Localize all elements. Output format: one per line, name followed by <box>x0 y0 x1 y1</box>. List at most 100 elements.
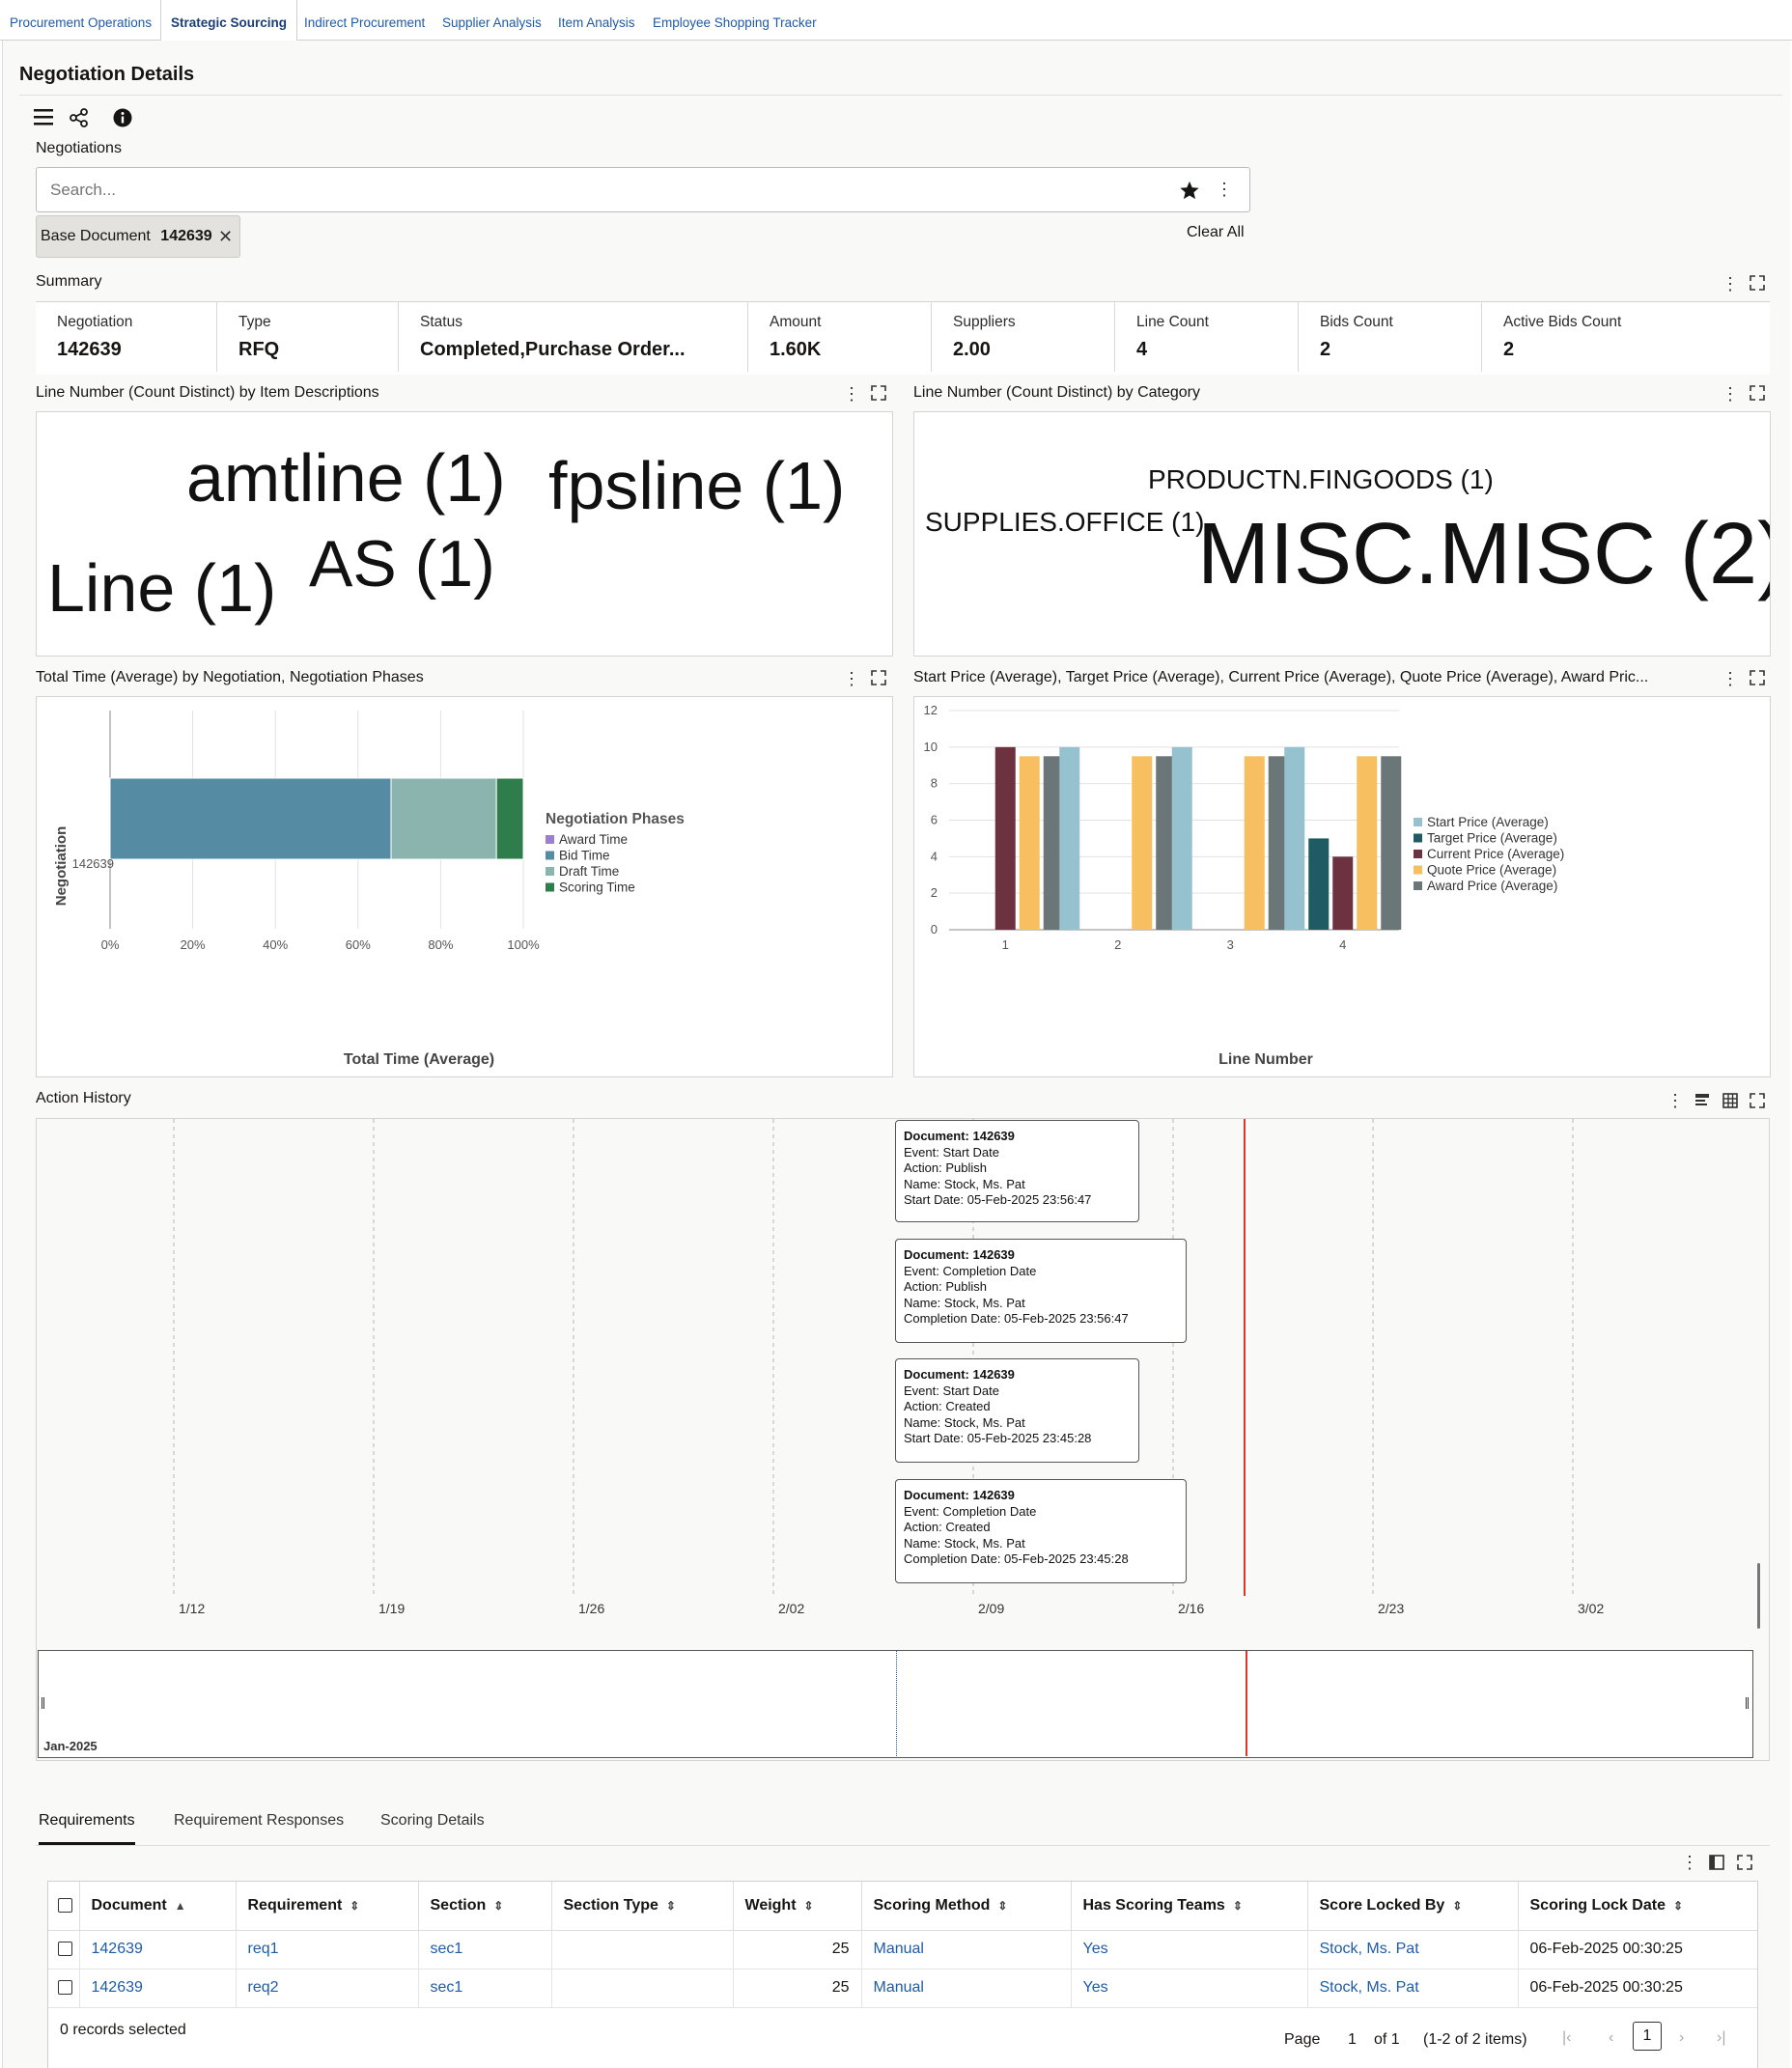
pager-page-number[interactable]: 1 <box>1348 2030 1357 2048</box>
column-header-scoring-lock-date[interactable]: Scoring Lock Date ⇕ <box>1518 1882 1757 1931</box>
bar-current-price-average-line-4[interactable] <box>1332 856 1354 930</box>
timeline-event-4[interactable]: Document: 142639 Event: Completion Date … <box>895 1479 1187 1583</box>
last-page-icon[interactable]: ›| <box>1717 2028 1726 2046</box>
chip-close-icon[interactable]: ✕ <box>218 227 234 246</box>
row-checkbox[interactable] <box>58 1942 72 1957</box>
has-scoring-teams-link[interactable]: Yes <box>1071 1930 1308 1970</box>
summary-expand-icon[interactable] <box>1749 274 1768 293</box>
sort-icon[interactable]: ⇕ <box>665 1898 676 1913</box>
wordcloud-category-expand-icon[interactable] <box>1749 384 1768 404</box>
bar-quote-price-average-line-4[interactable] <box>1357 756 1378 930</box>
requirement-link[interactable]: req1 <box>236 1930 419 1970</box>
table-row[interactable]: 142639 req2 sec1 25 Manual Yes Stock, Ms… <box>48 1969 1757 2008</box>
legend-label-scoring-time[interactable]: Scoring Time <box>559 880 635 895</box>
bar-start-price-average-line-4[interactable] <box>1284 746 1305 930</box>
first-page-icon[interactable]: |‹ <box>1562 2028 1572 2046</box>
document-link[interactable]: 142639 <box>79 1969 237 2008</box>
column-header-has-scoring-teams[interactable]: Has Scoring Teams ⇕ <box>1071 1882 1308 1931</box>
legend-label-bid-time[interactable]: Bid Time <box>559 849 610 863</box>
word-line[interactable]: Line (1) <box>47 550 277 626</box>
sort-icon[interactable]: ⇕ <box>1452 1898 1463 1913</box>
column-header-section-type[interactable]: Section Type ⇕ <box>551 1882 734 1931</box>
layout-icon[interactable] <box>1694 1092 1711 1109</box>
column-header-section[interactable]: Section ⇕ <box>418 1882 552 1931</box>
current-page-button[interactable]: 1 <box>1633 2021 1662 2051</box>
legend-label-award-time[interactable]: Award Time <box>559 832 628 847</box>
summary-more-icon[interactable]: ⋮ <box>1722 274 1739 293</box>
sort-asc-icon[interactable]: ▲ <box>174 1898 186 1913</box>
legend-label-target-price-average[interactable]: Target Price (Average) <box>1427 831 1557 846</box>
sort-icon[interactable]: ⇕ <box>1232 1898 1243 1913</box>
price-chart-expand-icon[interactable] <box>1749 669 1768 688</box>
overview-right-handle[interactable] <box>1746 1697 1749 1709</box>
menu-icon[interactable] <box>33 107 54 126</box>
tab-item-analysis[interactable]: Item Analysis <box>558 15 635 30</box>
share-icon[interactable] <box>70 108 89 127</box>
row-checkbox[interactable] <box>58 1980 72 1996</box>
bar-start-price-average-line-2[interactable] <box>1059 746 1080 930</box>
sort-icon[interactable]: ⇕ <box>1672 1898 1684 1913</box>
row-select-cell[interactable] <box>48 1930 80 1970</box>
bar-target-price-average-line-4[interactable] <box>1308 838 1330 930</box>
clear-all-button[interactable]: Clear All <box>1187 224 1245 240</box>
search-input[interactable] <box>50 178 1141 203</box>
word-supplies-office[interactable]: SUPPLIES.OFFICE (1) <box>925 507 1205 537</box>
wordcloud-items-expand-icon[interactable] <box>870 384 889 404</box>
table-view-icon[interactable] <box>1722 1092 1739 1109</box>
column-header-document[interactable]: Document ▲ <box>79 1882 237 1931</box>
bar-draft-time[interactable] <box>390 777 497 860</box>
total-time-more-icon[interactable]: ⋮ <box>843 669 860 688</box>
tab-supplier-analysis[interactable]: Supplier Analysis <box>442 15 542 30</box>
bar-start-price-average-line-3[interactable] <box>1171 746 1192 930</box>
score-locked-by-link[interactable]: Stock, Ms. Pat <box>1307 1969 1519 2008</box>
bar-award-price-average-line-4[interactable] <box>1381 756 1402 930</box>
legend-label-current-price-average[interactable]: Current Price (Average) <box>1427 847 1564 861</box>
timeline-event-1[interactable]: Document: 142639 Event: Start Date Actio… <box>895 1120 1139 1222</box>
sort-icon[interactable]: ⇕ <box>350 1898 360 1913</box>
section-link[interactable]: sec1 <box>418 1969 552 2008</box>
bar-bid-time[interactable] <box>109 777 392 860</box>
info-icon[interactable] <box>113 108 132 127</box>
table-row[interactable]: 142639 req1 sec1 25 Manual Yes Stock, Ms… <box>48 1930 1757 1970</box>
column-header-weight[interactable]: Weight ⇕ <box>733 1882 862 1931</box>
document-link[interactable]: 142639 <box>79 1930 237 1970</box>
table-expand-icon[interactable] <box>1736 1854 1755 1873</box>
legend-label-start-price-average[interactable]: Start Price (Average) <box>1427 815 1549 829</box>
filter-chip[interactable]: Base Document 142639 ✕ <box>36 215 240 258</box>
column-header-scoring-method[interactable]: Scoring Method ⇕ <box>861 1882 1072 1931</box>
prev-page-icon[interactable]: ‹ <box>1609 2028 1614 2046</box>
scoring-method-link[interactable]: Manual <box>861 1969 1072 2008</box>
word-fpsline[interactable]: fpsline (1) <box>548 448 846 523</box>
action-history-more-icon[interactable]: ⋮ <box>1666 1091 1684 1110</box>
column-header-score-locked-by[interactable]: Score Locked By ⇕ <box>1307 1882 1519 1931</box>
bar-quote-price-average-line-1[interactable] <box>1019 756 1040 930</box>
scoring-method-link[interactable]: Manual <box>861 1930 1072 1970</box>
timeline-overview[interactable]: Jan-2025 <box>38 1650 1753 1758</box>
row-select-cell[interactable] <box>48 1969 80 2008</box>
legend-label-award-price-average[interactable]: Award Price (Average) <box>1427 879 1557 893</box>
word-as[interactable]: AS (1) <box>309 527 495 601</box>
total-time-expand-icon[interactable] <box>870 669 889 688</box>
column-header-requirement[interactable]: Requirement ⇕ <box>236 1882 419 1931</box>
sort-icon[interactable]: ⇕ <box>997 1898 1008 1913</box>
next-page-icon[interactable]: › <box>1679 2028 1685 2046</box>
legend-label-quote-price-average[interactable]: Quote Price (Average) <box>1427 863 1556 878</box>
tab-procurement-operations[interactable]: Procurement Operations <box>10 15 153 30</box>
price-chart-more-icon[interactable]: ⋮ <box>1722 669 1739 688</box>
timeline-event-3[interactable]: Document: 142639 Event: Start Date Actio… <box>895 1358 1139 1463</box>
wordcloud-items-more-icon[interactable]: ⋮ <box>843 384 860 404</box>
tab-requirements[interactable]: Requirements <box>39 1812 135 1845</box>
sort-icon[interactable]: ⇕ <box>493 1898 504 1913</box>
table-more-icon[interactable]: ⋮ <box>1681 1853 1698 1872</box>
select-all-header[interactable] <box>48 1882 80 1931</box>
column-toggle-icon[interactable] <box>1708 1854 1725 1871</box>
tab-requirement-responses[interactable]: Requirement Responses <box>174 1812 345 1829</box>
search-bar[interactable]: ⋮ <box>36 167 1250 212</box>
legend-label-draft-time[interactable]: Draft Time <box>559 864 619 879</box>
word-amtline[interactable]: amtline (1) <box>186 440 506 516</box>
bar-current-price-average-line-1[interactable] <box>994 746 1016 930</box>
timeline-event-2[interactable]: Document: 142639 Event: Completion Date … <box>895 1239 1187 1343</box>
timeline-scrollbar[interactable] <box>1757 1563 1760 1629</box>
bar-award-price-average-line-1[interactable] <box>1043 756 1064 930</box>
bar-scoring-time[interactable] <box>495 777 524 860</box>
